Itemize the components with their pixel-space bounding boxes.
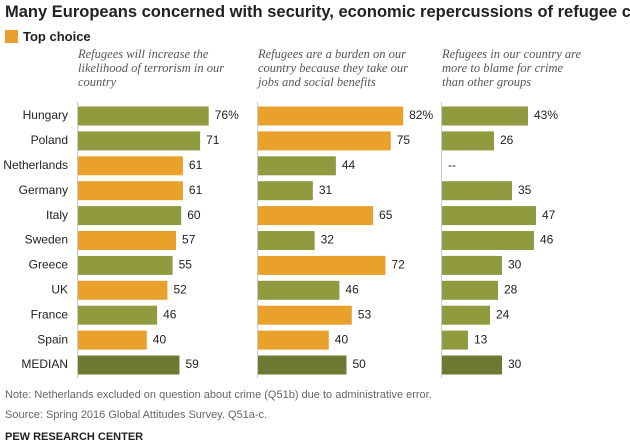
legend-label: Top choice — [23, 29, 91, 44]
bar — [78, 206, 182, 226]
value-label: 82% — [409, 108, 433, 122]
value-label: 71 — [206, 133, 220, 147]
bar — [442, 231, 534, 250]
bar — [78, 231, 177, 250]
category-label: Netherlands — [3, 158, 68, 172]
category-label: Germany — [19, 183, 68, 197]
value-label: 46 — [163, 307, 177, 321]
value-label: 75 — [397, 133, 411, 147]
category-label: UK — [51, 282, 68, 296]
bar — [442, 106, 528, 126]
value-label: 50 — [353, 357, 367, 371]
bar — [258, 255, 386, 275]
value-label: 60 — [187, 208, 201, 222]
category-label: Italy — [46, 208, 68, 222]
value-label: 26 — [500, 133, 514, 147]
value-label: 30 — [508, 258, 522, 272]
bar — [78, 181, 183, 201]
source: Source: Spring 2016 Global Attitudes Sur… — [5, 409, 268, 421]
bar — [442, 305, 490, 325]
bar — [442, 131, 494, 151]
value-label: 13 — [474, 332, 488, 346]
bar — [442, 206, 536, 226]
value-label: 47 — [542, 208, 556, 222]
bar — [258, 181, 313, 201]
category-label: Hungary — [23, 108, 68, 122]
value-label: 46 — [345, 282, 359, 296]
legend-swatch — [5, 30, 18, 43]
note: Note: Netherlands excluded on question a… — [5, 389, 432, 401]
value-label: 40 — [335, 332, 349, 346]
bar — [442, 181, 512, 201]
bar — [442, 330, 468, 350]
bar — [258, 156, 336, 176]
value-label: 46 — [540, 233, 554, 247]
bar — [258, 305, 352, 325]
value-label: 52 — [173, 282, 187, 296]
title: Many Europeans concerned with security, … — [5, 3, 630, 21]
value-label: 61 — [189, 158, 203, 172]
bar — [78, 255, 173, 275]
category-label: Greece — [29, 258, 69, 272]
value-label: 76% — [215, 108, 239, 122]
bar — [258, 206, 374, 226]
bar — [78, 106, 209, 126]
bar — [78, 156, 183, 176]
value-label: 44 — [342, 158, 356, 172]
bar — [78, 355, 180, 375]
bar — [78, 305, 158, 325]
value-label: 35 — [518, 183, 532, 197]
value-label: 61 — [189, 183, 203, 197]
bar — [258, 131, 391, 151]
bar — [78, 280, 168, 300]
category-label: MEDIAN — [21, 357, 68, 371]
bar — [258, 106, 404, 126]
value-label: 59 — [185, 357, 199, 371]
bar — [78, 131, 201, 151]
category-label: Spain — [37, 332, 68, 346]
value-label: 28 — [504, 282, 518, 296]
value-label: 57 — [182, 233, 196, 247]
bar — [258, 330, 329, 350]
bar — [258, 355, 347, 375]
value-label: 31 — [319, 183, 333, 197]
value-label: 65 — [379, 208, 393, 222]
category-label: Poland — [31, 133, 68, 147]
value-label: 43% — [534, 108, 558, 122]
value-label: 32 — [321, 233, 335, 247]
bar — [442, 280, 498, 300]
category-label: Sweden — [25, 233, 68, 247]
bar — [258, 231, 315, 250]
value-label: -- — [448, 158, 456, 172]
bar — [78, 330, 147, 350]
value-label: 55 — [179, 258, 193, 272]
value-label: 30 — [508, 357, 522, 371]
credit: PEW RESEARCH CENTER — [5, 431, 144, 443]
value-label: 72 — [391, 258, 405, 272]
value-label: 53 — [358, 307, 372, 321]
value-label: 24 — [496, 307, 510, 321]
panel-subtitle: Refugees in our country are more to blam… — [442, 47, 582, 89]
panel-subtitle: Refugees are a burden on our country bec… — [258, 47, 408, 89]
bar — [442, 255, 502, 275]
bar — [442, 355, 502, 375]
value-label: 40 — [153, 332, 167, 346]
bar — [258, 280, 340, 300]
panel-subtitle: Refugees will increase the likelihood of… — [78, 47, 225, 89]
category-label: France — [31, 307, 69, 321]
